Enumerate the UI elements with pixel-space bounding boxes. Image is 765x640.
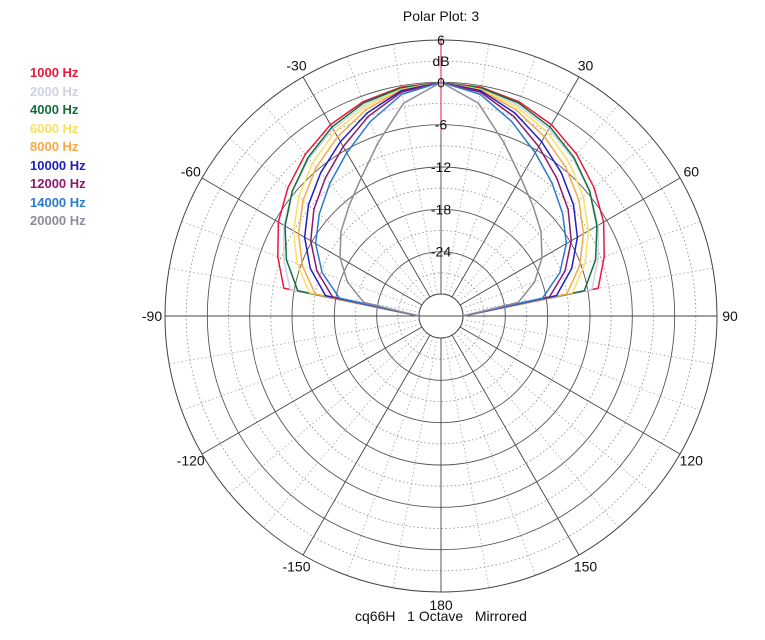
grid-spoke	[451, 334, 580, 556]
grid-spoke-minor	[181, 323, 421, 411]
angle-tick-label: -150	[282, 558, 310, 574]
unit-label: dB	[432, 53, 449, 69]
angle-tick-label: -60	[181, 164, 201, 180]
grid-spoke	[459, 177, 681, 306]
radial-tick-label: -18	[431, 201, 451, 217]
radial-tick-label: 6	[437, 32, 445, 48]
angle-tick-label: 30	[578, 58, 594, 74]
legend-item: 20000 Hz	[30, 213, 86, 228]
angle-tick-label: -30	[286, 58, 306, 74]
grid-spoke	[302, 334, 431, 556]
grid-spoke	[459, 326, 681, 455]
radial-tick-label: 0	[437, 74, 445, 90]
series-line-8	[339, 81, 543, 317]
legend-item: 2000 Hz	[30, 83, 79, 99]
angle-tick-label: 150	[574, 558, 598, 574]
chart-legend: 1000 Hz 2000 Hz 4000 Hz 6000 Hz 8000 Hz 10000…	[30, 64, 86, 231]
legend-item: 12000 Hz	[30, 176, 86, 191]
grid-spoke	[201, 177, 423, 306]
polar-series-group	[277, 81, 605, 317]
chart-title: Polar Plot: 3	[403, 8, 479, 24]
legend-item: 6000 Hz	[30, 120, 79, 136]
angle-tick-label: 60	[684, 164, 700, 180]
polar-grid	[164, 39, 718, 593]
legend-item: 1000 Hz	[30, 65, 79, 80]
grid-spoke	[451, 76, 580, 298]
legend-item: 8000 Hz	[30, 139, 79, 154]
legend-item: 10000 Hz	[30, 157, 86, 173]
grid-spoke	[201, 326, 423, 455]
chart-subtitle: cq66H 1 Octave Mirrored	[355, 608, 527, 624]
radial-tick-label: -6	[435, 117, 448, 133]
angle-tick-label: -120	[177, 453, 205, 469]
legend-item: 14000 Hz	[30, 194, 86, 210]
angle-tick-label: -90	[142, 308, 162, 324]
angle-tick-label: 120	[680, 453, 704, 469]
angle-tick-label: 180	[429, 597, 453, 613]
legend-item: 4000 Hz	[30, 102, 79, 117]
grid-spoke-minor	[181, 221, 421, 309]
grid-spoke	[302, 76, 431, 298]
radial-tick-label: -24	[431, 244, 451, 260]
angle-tick-label: 90	[722, 308, 738, 324]
radial-tick-label: -12	[431, 159, 451, 175]
